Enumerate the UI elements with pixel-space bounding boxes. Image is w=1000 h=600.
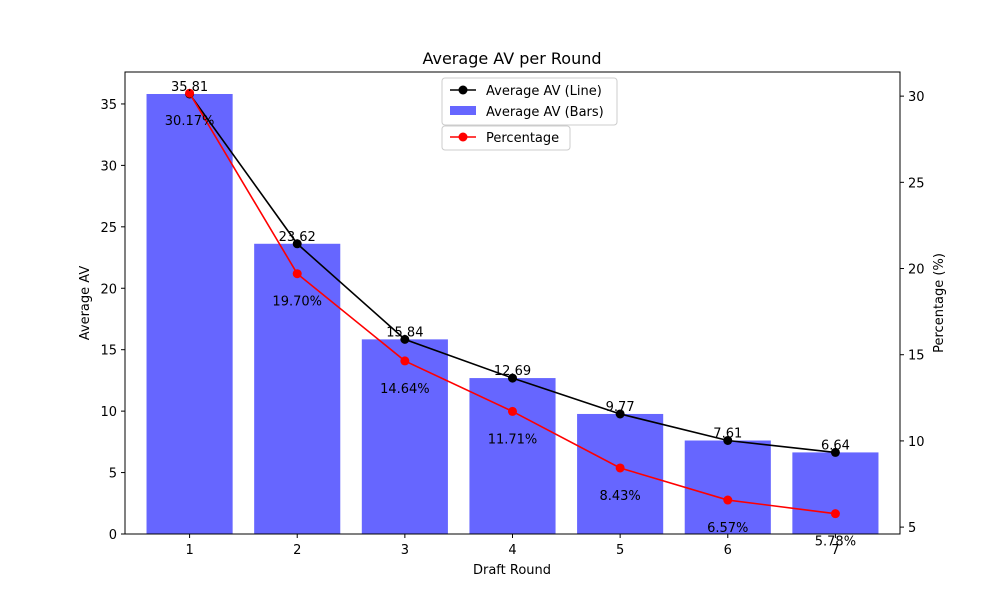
- average-av-point-2: [292, 239, 302, 249]
- percentage-label-6: 6.57%: [707, 521, 748, 536]
- y2-tick-label-30: 30: [908, 90, 925, 105]
- lines-layer: [185, 88, 840, 519]
- x-tick-label-5: 5: [616, 543, 624, 558]
- percentage-label-3: 14.64%: [380, 382, 430, 397]
- x-tick-label-4: 4: [508, 543, 516, 558]
- average-av-point-7: [830, 447, 840, 457]
- y2-tick-label-25: 25: [908, 176, 925, 191]
- percentage-label-4: 11.71%: [488, 432, 538, 447]
- labels-layer: 35.81 23.62 15.84 12.69 9.77 7.61 6.64 30.17% 19…: [165, 80, 856, 550]
- y-axis-label: Average AV: [78, 266, 93, 341]
- legend-bar-swatch: [450, 106, 476, 115]
- legend-lower-box: [441, 125, 571, 151]
- legend-upper: Average AV (Line) Average AV (Bars): [441, 77, 618, 126]
- y-tick-label-20: 20: [100, 282, 117, 297]
- percentage-label-1: 30.17%: [165, 114, 215, 129]
- x-axis-label: Draft Round: [473, 563, 551, 578]
- bar-round-5: [577, 413, 664, 534]
- bars-layer: [146, 93, 879, 535]
- x-tick-label-7: 7: [831, 543, 839, 558]
- x-tick-label-6: 6: [724, 543, 732, 558]
- average-av-point-5: [615, 409, 625, 419]
- bar-value-label-2: 23.62: [279, 230, 316, 245]
- percentage-point-5: [615, 463, 625, 473]
- y-tick-label-30: 30: [100, 159, 117, 174]
- y2-tick-label-10: 10: [908, 435, 925, 450]
- y-tick-label-0: 0: [109, 528, 117, 543]
- legend-entry-line: Average AV (Line): [486, 84, 602, 99]
- x-tick-label-1: 1: [185, 543, 193, 558]
- bar-round-1: [146, 93, 233, 535]
- bar-round-4: [469, 378, 556, 534]
- legend-lower: Percentage: [441, 125, 571, 151]
- bar-value-label-6: 7.61: [713, 426, 742, 441]
- percentage-point-4: [508, 406, 517, 416]
- percentage-point-6: [723, 495, 733, 505]
- x-tick-label-2: 2: [293, 543, 301, 558]
- percentage-label-5: 8.43%: [599, 489, 640, 504]
- percentage-point-2: [292, 269, 302, 279]
- percentage-point-1: [185, 88, 195, 98]
- percentage-point-7: [830, 509, 840, 519]
- legend-percentage-marker: [458, 132, 468, 142]
- bar-round-2: [254, 243, 341, 535]
- y2-tick-label-15: 15: [908, 349, 925, 364]
- y2-tick-label-20: 20: [908, 263, 925, 278]
- percentage-label-7: 5.78%: [815, 535, 856, 550]
- y-tick-label-35: 35: [100, 98, 117, 113]
- y-axis-left: 0 5 10 15 20 25 30 35: [100, 98, 125, 543]
- percentage-point-3: [400, 356, 410, 366]
- bar-round-7: [792, 452, 879, 534]
- legend-line-marker: [458, 85, 468, 95]
- legend-entry-bars: Average AV (Bars): [486, 105, 604, 120]
- y-tick-label-25: 25: [100, 221, 117, 236]
- y-tick-label-10: 10: [100, 405, 117, 420]
- bar-value-label-7: 6.64: [821, 438, 850, 453]
- bar-round-6: [684, 440, 771, 534]
- bar-value-label-4: 12.69: [494, 364, 531, 379]
- average-av-point-3: [400, 334, 410, 344]
- bar-value-label-3: 15.84: [386, 325, 423, 340]
- y-axis-right: 5 10 15 20 25 30: [900, 90, 925, 536]
- x-tick-label-3: 3: [401, 543, 409, 558]
- y2-tick-label-5: 5: [908, 521, 916, 536]
- legend-upper-box: [441, 77, 618, 126]
- y-tick-label-5: 5: [109, 467, 117, 482]
- average-av-point-6: [723, 435, 733, 445]
- chart-title: Average AV per Round: [422, 49, 601, 68]
- bar-value-label-5: 9.77: [606, 400, 635, 415]
- bar-value-label-1: 35.81: [171, 80, 208, 95]
- x-axis: 1 2 3 4 5 6 7: [185, 534, 840, 558]
- y-tick-label-15: 15: [100, 344, 117, 359]
- legend-entry-percentage: Percentage: [486, 131, 559, 146]
- average-av-point-4: [508, 373, 517, 383]
- percentage-label-2: 19.70%: [272, 295, 322, 310]
- y2-axis-label: Percentage (%): [932, 253, 947, 353]
- bar-round-3: [361, 339, 448, 534]
